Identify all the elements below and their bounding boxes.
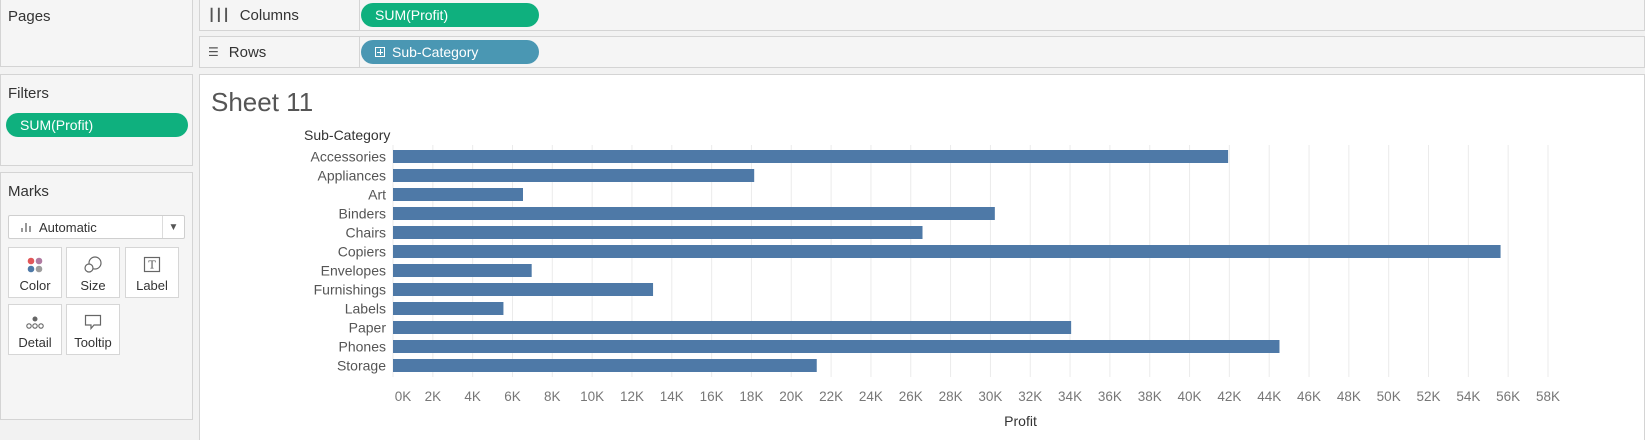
x-tick-label: 26K xyxy=(899,389,923,404)
pages-title: Pages xyxy=(8,8,51,25)
x-tick-label: 28K xyxy=(939,389,963,404)
x-tick-label: 46K xyxy=(1297,389,1321,404)
rows-label-text: Rows xyxy=(228,43,267,61)
columns-shelf[interactable]: ┃┃┃ Columns SUM(Profit) xyxy=(199,0,1645,31)
x-tick-label: 2K xyxy=(425,389,442,404)
x-tick-label: 50K xyxy=(1377,389,1401,404)
x-tick-label: 32K xyxy=(1018,389,1042,404)
category-label[interactable]: Accessories xyxy=(311,149,386,165)
svg-text:T: T xyxy=(148,259,156,272)
row-header-sub-category[interactable]: Sub-Category xyxy=(304,127,391,143)
rows-shelf[interactable]: ☰ Rows Sub-Category xyxy=(199,36,1645,68)
x-tick-label: 36K xyxy=(1098,389,1122,404)
color-icon xyxy=(27,257,43,273)
x-tick-label: 8K xyxy=(544,389,561,404)
x-tick-label: 42K xyxy=(1217,389,1241,404)
x-tick-label: 40K xyxy=(1178,389,1202,404)
label-button-label: Label xyxy=(136,278,168,293)
bar-paper[interactable] xyxy=(393,321,1072,334)
x-tick-label: 18K xyxy=(739,389,763,404)
marks-card: Marks Automatic ▼ Color Size xyxy=(0,172,193,420)
mark-type-value: Automatic xyxy=(39,219,97,235)
bar-appliances[interactable] xyxy=(393,169,755,182)
category-label[interactable]: Chairs xyxy=(346,225,386,241)
rows-icon: ☰ xyxy=(208,45,219,59)
category-label[interactable]: Appliances xyxy=(318,168,387,184)
filters-title: Filters xyxy=(8,85,49,102)
marks-title: Marks xyxy=(8,183,49,200)
x-tick-label: 52K xyxy=(1417,389,1441,404)
category-label[interactable]: Art xyxy=(368,187,386,203)
x-tick-label: 0K xyxy=(395,389,412,404)
sheet-view: Sheet 11 Sub-Category Accessories Applian… xyxy=(199,74,1645,440)
bar-envelopes[interactable] xyxy=(393,264,532,277)
category-label[interactable]: Storage xyxy=(337,358,386,374)
x-axis-label[interactable]: Profit xyxy=(1004,413,1037,429)
x-tick-label: 20K xyxy=(779,389,803,404)
bar-furnishings[interactable] xyxy=(393,283,654,296)
pages-card[interactable]: Pages xyxy=(0,0,193,67)
tooltip-button[interactable]: Tooltip xyxy=(66,304,120,355)
tooltip-icon xyxy=(84,314,102,331)
bar-binders[interactable] xyxy=(393,207,995,220)
x-tick-label: 4K xyxy=(464,389,481,404)
x-tick-label: 58K xyxy=(1536,389,1560,404)
bar-accessories[interactable] xyxy=(393,150,1229,163)
x-tick-label: 48K xyxy=(1337,389,1361,404)
columns-pill-sum-profit[interactable]: SUM(Profit) xyxy=(361,3,539,27)
x-tick-label: 10K xyxy=(580,389,604,404)
filters-card[interactable]: Filters SUM(Profit) xyxy=(0,74,193,166)
bar-chairs[interactable] xyxy=(393,226,923,239)
bar-phones[interactable] xyxy=(393,340,1280,353)
rows-pill-text: Sub-Category xyxy=(392,44,479,60)
bar-art[interactable] xyxy=(393,188,523,201)
x-tick-label: 16K xyxy=(700,389,724,404)
detail-button-label: Detail xyxy=(18,335,52,350)
category-label[interactable]: Envelopes xyxy=(321,263,386,279)
bar-chart: Accessories Appliances Art Binders Chairs Cop… xyxy=(311,145,1560,429)
bar-chart-icon xyxy=(21,222,31,232)
x-tick-label: 6K xyxy=(504,389,521,404)
x-tick-label: 56K xyxy=(1496,389,1520,404)
mark-type-dropdown[interactable]: Automatic ▼ xyxy=(8,215,185,239)
left-panel: Pages Filters SUM(Profit) Marks Automati… xyxy=(0,0,193,440)
detail-icon xyxy=(26,316,44,329)
category-label[interactable]: Furnishings xyxy=(314,282,386,298)
x-tick-label: 14K xyxy=(660,389,684,404)
bar-copiers[interactable] xyxy=(393,245,1501,258)
columns-shelf-label: ┃┃┃ Columns xyxy=(200,0,360,30)
x-tick-label: 44K xyxy=(1257,389,1281,404)
detail-button[interactable]: Detail xyxy=(8,304,62,355)
x-tick-label: 30K xyxy=(978,389,1002,404)
bar-storage[interactable] xyxy=(393,359,817,372)
color-button[interactable]: Color xyxy=(8,247,62,298)
filter-pill-sum-profit[interactable]: SUM(Profit) xyxy=(6,113,188,137)
x-tick-label: 22K xyxy=(819,389,843,404)
x-tick-label: 54K xyxy=(1456,389,1480,404)
columns-icon: ┃┃┃ xyxy=(208,8,230,22)
color-button-label: Color xyxy=(19,278,51,293)
category-label[interactable]: Phones xyxy=(339,339,386,355)
category-label[interactable]: Binders xyxy=(339,206,386,222)
rows-shelf-label: ☰ Rows xyxy=(200,37,360,67)
size-button[interactable]: Size xyxy=(66,247,120,298)
x-tick-label: 12K xyxy=(620,389,644,404)
tooltip-button-label: Tooltip xyxy=(74,335,112,350)
rows-pill-sub-category[interactable]: Sub-Category xyxy=(361,40,539,64)
size-button-label: Size xyxy=(80,278,106,293)
text-label-icon: T xyxy=(143,256,161,273)
category-label[interactable]: Paper xyxy=(349,320,387,336)
chevron-down-icon[interactable]: ▼ xyxy=(162,216,184,238)
bar-labels[interactable] xyxy=(393,302,504,315)
sheet-title: Sheet 11 xyxy=(211,87,314,117)
x-tick-label: 38K xyxy=(1138,389,1162,404)
columns-label-text: Columns xyxy=(239,6,299,24)
x-tick-label: 34K xyxy=(1058,389,1082,404)
size-icon xyxy=(84,256,102,273)
expand-plus-icon[interactable] xyxy=(375,47,385,57)
label-button[interactable]: T Label xyxy=(125,247,179,298)
x-tick-label: 24K xyxy=(859,389,883,404)
category-label[interactable]: Copiers xyxy=(338,244,386,260)
category-label[interactable]: Labels xyxy=(345,301,386,317)
